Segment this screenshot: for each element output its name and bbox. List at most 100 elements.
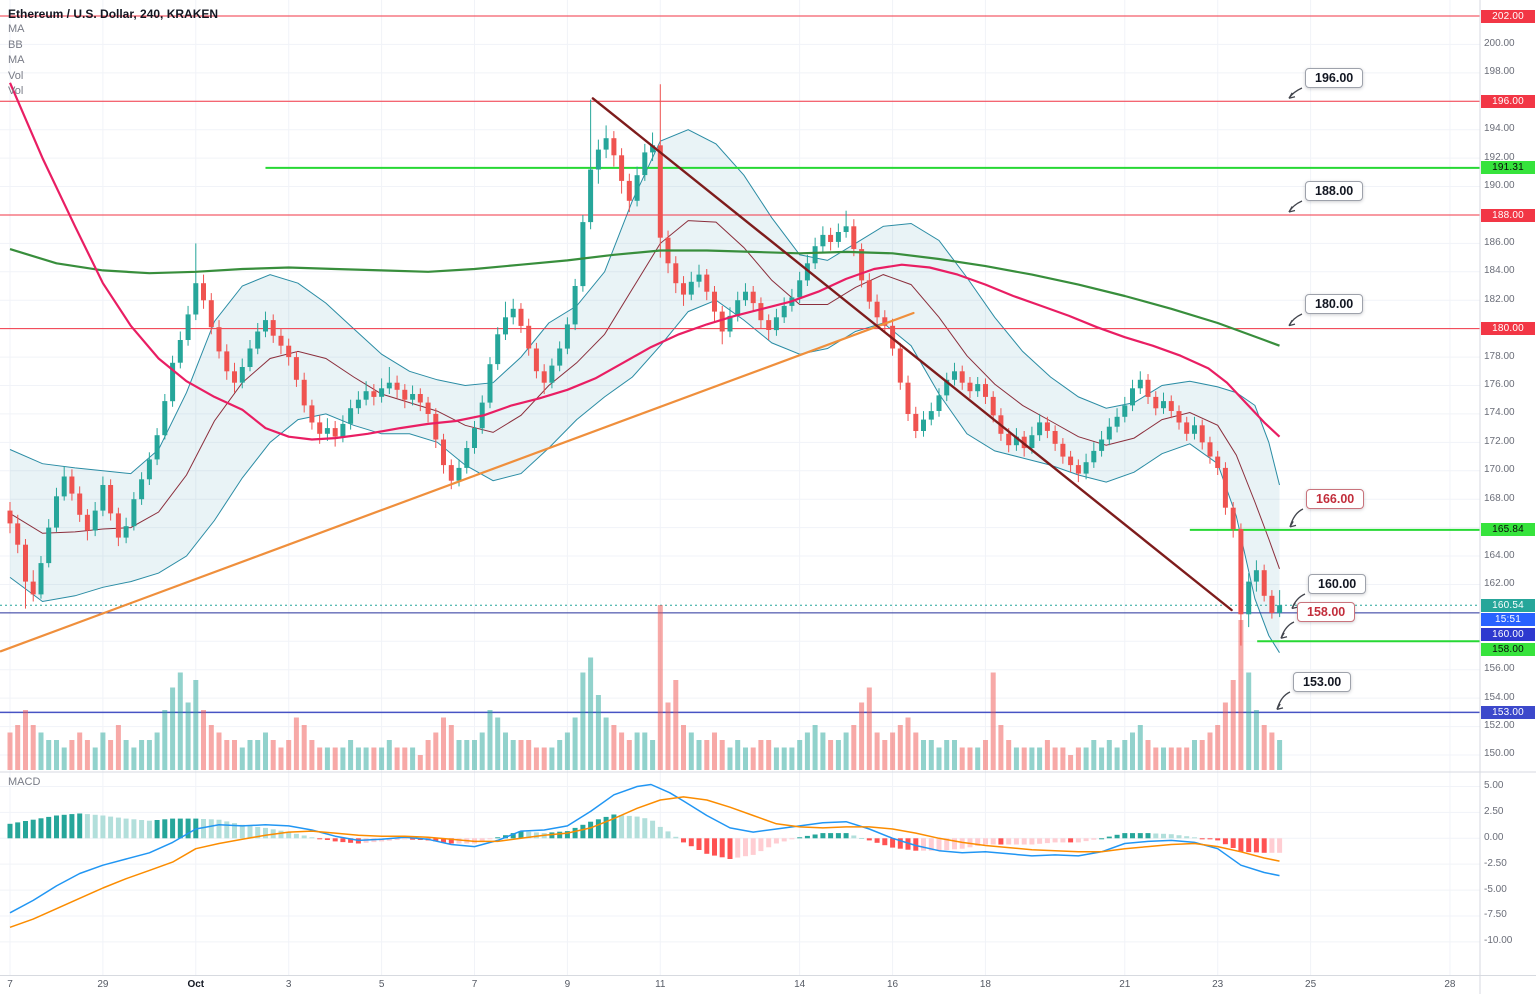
macd-histogram-bar xyxy=(170,818,176,839)
candle-body xyxy=(263,320,268,332)
macd-signal-line[interactable] xyxy=(9,796,1280,929)
chart-legend: Ethereum / U.S. Dollar, 240, KRAKEN MA BB… xyxy=(8,6,218,100)
volume-bar xyxy=(866,687,872,770)
candle-body xyxy=(286,345,292,358)
macd-histogram-bar xyxy=(247,825,253,839)
volume-bar xyxy=(286,740,292,770)
volume-bar xyxy=(61,747,67,770)
candle-body xyxy=(1106,426,1112,440)
candle-body xyxy=(1269,595,1275,613)
volume-bar xyxy=(1230,680,1236,770)
volume-bar xyxy=(665,702,671,770)
candle-body xyxy=(208,300,214,328)
volume-bar xyxy=(54,740,59,770)
legend-indicator-ma[interactable]: MA xyxy=(8,54,25,66)
candle-body xyxy=(162,401,168,436)
volume-bar xyxy=(812,725,818,770)
candle-body xyxy=(704,274,710,292)
macd-line[interactable] xyxy=(9,783,1280,914)
macd-histogram-bar xyxy=(479,838,485,842)
macd-histogram-bar xyxy=(108,816,114,839)
price-axis-tick: 174.00 xyxy=(1484,407,1515,419)
candle-body xyxy=(386,382,392,389)
price-flag-158-00: 158.00 xyxy=(1481,643,1535,656)
macd-histogram-bar xyxy=(115,817,121,839)
macd-histogram-bar xyxy=(580,824,586,839)
macd-histogram-bar xyxy=(1052,838,1058,843)
volume-bar xyxy=(417,755,423,770)
candle-body xyxy=(1075,465,1081,474)
volume-bar xyxy=(1106,740,1112,770)
candle-body xyxy=(549,365,555,383)
volume-bar xyxy=(603,717,609,770)
time-axis-label: 25 xyxy=(1305,979,1317,990)
volume-bar xyxy=(1215,725,1221,770)
volume-bar xyxy=(92,747,98,770)
price-callout-158-00[interactable]: 158.00 xyxy=(1297,602,1356,622)
candle-body xyxy=(766,320,772,330)
price-callout-180-00[interactable]: 180.00 xyxy=(1305,294,1364,314)
candle-body xyxy=(944,379,950,396)
legend-indicator-ma[interactable]: MA xyxy=(8,23,25,35)
volume-bar xyxy=(139,740,145,770)
macd-histogram-bar xyxy=(487,838,493,840)
macd-histogram-bar xyxy=(394,838,400,840)
macd-histogram-bar xyxy=(23,821,28,839)
price-callout-166-00[interactable]: 166.00 xyxy=(1306,489,1365,509)
candle-body xyxy=(541,371,547,383)
ma-green-line[interactable] xyxy=(9,248,1280,347)
macd-histogram-bar xyxy=(750,838,756,855)
macd-histogram-bar xyxy=(433,838,439,842)
price-callout-188-00[interactable]: 188.00 xyxy=(1305,181,1364,201)
volume-bar xyxy=(394,747,400,770)
ascending-trendline[interactable] xyxy=(0,311,915,653)
price-callout-196-00[interactable]: 196.00 xyxy=(1305,68,1364,88)
macd-indicator-label[interactable]: MACD xyxy=(8,776,41,788)
legend-indicator-vol[interactable]: Vol xyxy=(8,69,24,82)
volume-bar xyxy=(572,717,578,770)
time-axis-label: 14 xyxy=(794,979,806,990)
macd-histogram-bar xyxy=(185,818,191,839)
volume-bar xyxy=(293,717,299,770)
macd-histogram-bar xyxy=(549,832,555,839)
price-axis-tick: 150.00 xyxy=(1484,748,1515,760)
macd-histogram-bar xyxy=(1215,838,1221,841)
time-axis-label: 11 xyxy=(655,979,666,990)
macd-histogram-bar xyxy=(456,838,462,844)
volume-bar xyxy=(549,747,555,770)
candle-body xyxy=(758,303,764,321)
price-axis-tick: 184.00 xyxy=(1484,265,1515,277)
candle-body xyxy=(843,226,849,232)
volume-bar xyxy=(1261,725,1267,770)
candle-body xyxy=(340,423,346,437)
legend-indicator-vol[interactable]: Vol xyxy=(8,85,24,97)
volume-bar xyxy=(859,702,865,770)
macd-histogram-bar xyxy=(1168,834,1174,839)
price-callout-153-00[interactable]: 153.00 xyxy=(1293,672,1352,692)
volume-bar xyxy=(1044,740,1050,770)
volume-bar xyxy=(30,725,36,770)
volume-bar xyxy=(146,740,152,770)
symbol-title[interactable]: Ethereum / U.S. Dollar, 240, KRAKEN xyxy=(8,7,219,21)
candle-body xyxy=(394,382,400,390)
volume-bar xyxy=(456,740,462,770)
volume-bar xyxy=(657,605,663,770)
candle-body xyxy=(905,382,911,414)
macd-histogram-bar xyxy=(1222,838,1228,845)
candle-body xyxy=(1153,396,1159,409)
price-callout-160-00[interactable]: 160.00 xyxy=(1308,574,1367,594)
bollinger-upper-band[interactable] xyxy=(9,129,1280,486)
volume-bar xyxy=(224,740,230,770)
candle-body xyxy=(177,340,183,363)
volume-bar xyxy=(1021,747,1027,770)
bollinger-basis-line[interactable] xyxy=(9,220,1280,569)
ma-pink-line[interactable] xyxy=(8,82,1281,441)
macd-histogram-bar xyxy=(952,838,957,850)
legend-indicator-bb[interactable]: BB xyxy=(8,38,23,51)
macd-histogram-bar xyxy=(139,820,145,839)
descending-trendline[interactable] xyxy=(591,97,1233,612)
candle-body xyxy=(557,348,563,366)
macd-histogram-bar xyxy=(92,814,98,839)
volume-bar xyxy=(619,732,625,770)
